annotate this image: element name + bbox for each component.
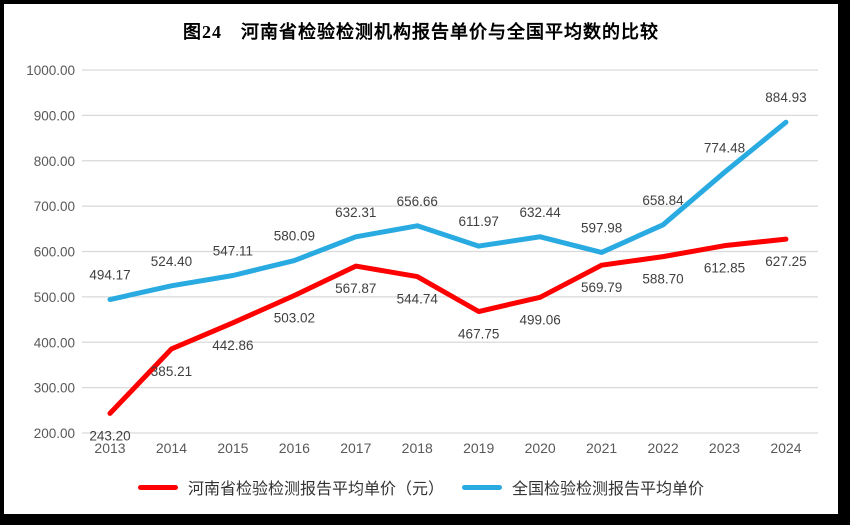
data-label: 385.21 (151, 364, 192, 379)
data-label: 524.40 (151, 254, 192, 269)
line-chart-plot-area: 200.00 300.00 400.00 500.00 600.00 700.00 800.… (26, 63, 818, 456)
data-label: 632.44 (520, 205, 562, 220)
x-axis-label: 2018 (402, 440, 433, 456)
y-axis-tick-label: 700.00 (34, 199, 75, 214)
legend-item-national: 全国检验检测报告平均单价 (462, 475, 704, 499)
series-line-national (107, 119, 789, 303)
data-label: 588.70 (642, 272, 683, 287)
data-label: 580.09 (274, 229, 315, 244)
henan-series-color-swatch (137, 484, 178, 490)
x-axis-label: 2014 (156, 440, 187, 456)
data-label: 499.06 (520, 312, 561, 327)
data-label: 467.75 (458, 327, 499, 342)
y-axis-tick-label: 1000.00 (26, 63, 75, 78)
legend-label-national: 全国检验检测报告平均单价 (512, 481, 705, 498)
x-axis-label: 2020 (525, 440, 556, 456)
y-axis-tick-label: 300.00 (34, 381, 75, 396)
data-label: 597.98 (581, 220, 622, 235)
legend-label-henan: 河南省检验检测报告平均单价（元） (187, 481, 444, 498)
y-axis-tick-label: 200.00 (34, 426, 75, 441)
x-axis-label: 2013 (94, 440, 125, 456)
data-label: 612.85 (704, 261, 745, 276)
data-label: 544.74 (397, 292, 439, 307)
x-axis-label: 2022 (647, 440, 678, 456)
series-line-henan (107, 236, 789, 416)
data-label: 567.87 (335, 281, 376, 296)
chart-title: 图24 河南省检验检测机构报告单价与全国平均数的比较 (183, 22, 659, 42)
y-axis-tick-label: 500.00 (34, 290, 75, 305)
x-axis-label: 2023 (709, 440, 740, 456)
data-label: 774.48 (704, 140, 745, 155)
data-label: 442.86 (212, 338, 253, 353)
y-axis-tick-label: 900.00 (34, 108, 75, 123)
data-label: 503.02 (274, 311, 315, 326)
data-label: 627.25 (765, 254, 806, 269)
data-label: 884.93 (765, 90, 806, 105)
x-axis-label: 2019 (463, 440, 494, 456)
y-axis-tick-label: 400.00 (34, 335, 75, 350)
x-axis-label: 2024 (770, 440, 801, 456)
national-series-color-swatch (462, 484, 502, 490)
x-axis-label: 2017 (340, 440, 371, 456)
data-label: 632.31 (335, 205, 376, 220)
x-axis-label: 2016 (279, 440, 310, 456)
y-axis-tick-label: 600.00 (34, 245, 75, 260)
data-label: 547.11 (213, 243, 253, 258)
data-label: 656.66 (397, 194, 438, 209)
x-axis-label: 2015 (217, 440, 248, 456)
data-label: 611.97 (459, 214, 499, 229)
data-label: 658.84 (642, 193, 684, 208)
legend-item-henan: 河南省检验检测报告平均单价（元） (137, 475, 444, 499)
data-label: 569.79 (581, 280, 622, 295)
y-axis-tick-label: 800.00 (34, 154, 75, 169)
chart-legend: 河南省检验检测报告平均单价（元） 全国检验检测报告平均单价 (4, 475, 838, 499)
x-axis-label: 2021 (586, 440, 617, 456)
data-label: 243.20 (89, 428, 130, 443)
data-label: 494.17 (89, 268, 130, 283)
